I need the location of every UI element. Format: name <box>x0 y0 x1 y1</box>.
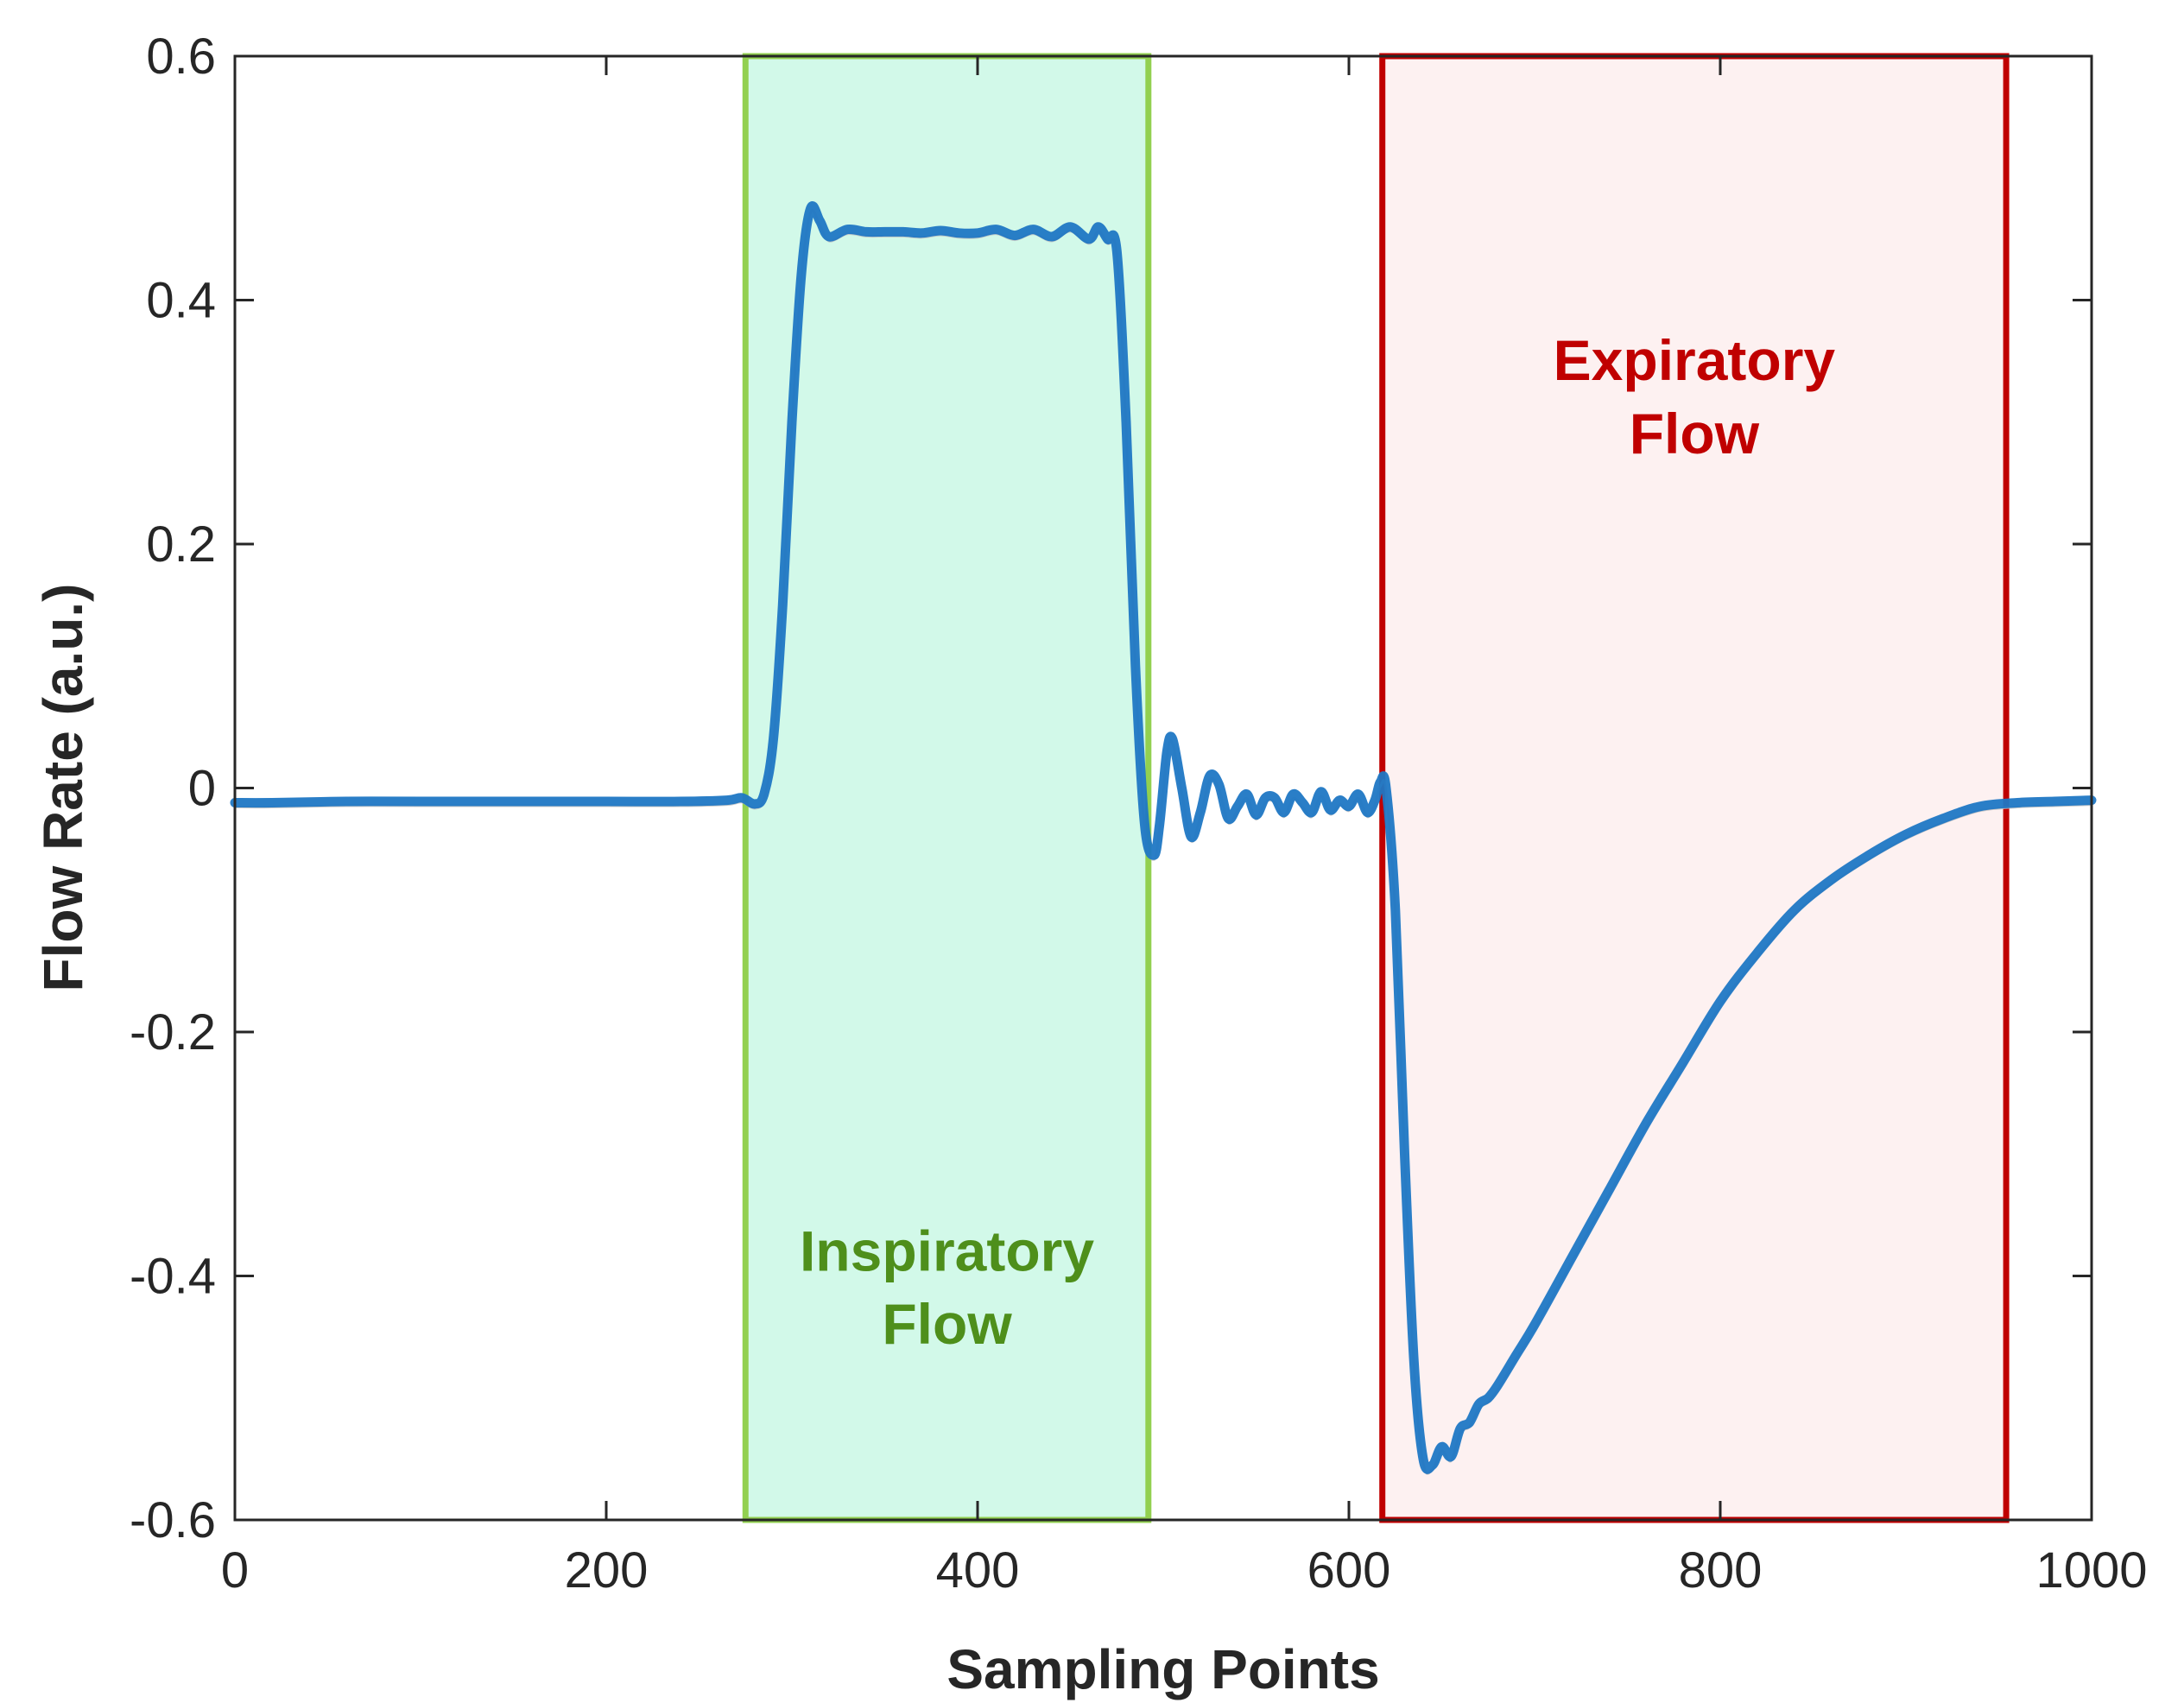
x-axis-title: Sampling Points <box>946 1638 1379 1700</box>
series-line-1 <box>230 201 2097 1474</box>
y-tick-label: 0.4 <box>146 273 216 329</box>
x-tick-label: 400 <box>936 1542 1020 1599</box>
region-label-line1-1: Inspiratory <box>800 1219 1094 1282</box>
x-tick-label: 200 <box>565 1542 649 1599</box>
y-axis-title: Flow Rate (a.u.) <box>32 584 94 992</box>
y-tick-label: -0.6 <box>130 1492 216 1548</box>
region-labels: Inspiratory Flow Expiratory Flow <box>800 328 1835 1356</box>
y-tick-label: 0.2 <box>146 516 216 573</box>
x-tick-label: 0 <box>221 1542 249 1599</box>
series-layer <box>230 201 2097 1475</box>
axis-ticks <box>233 54 2093 1522</box>
y-tick-label: 0 <box>188 761 216 817</box>
region-box-1 <box>742 53 1152 1523</box>
x-tick-label: 800 <box>1679 1542 1763 1599</box>
region-label-line2-1: Flow <box>882 1292 1012 1356</box>
y-tick-labels: 0.6 0.4 0.2 0 -0.2 -0.4 -0.6 <box>130 28 216 1548</box>
region-label-line1-2: Expiratory <box>1554 328 1836 392</box>
x-tick-label: 600 <box>1307 1542 1391 1599</box>
y-tick-label: 0.6 <box>146 28 216 85</box>
y-tick-label: -0.2 <box>130 1004 216 1060</box>
x-tick-labels: 0 200 400 600 800 1000 <box>221 1542 2148 1599</box>
y-tick-label: -0.4 <box>130 1249 216 1305</box>
x-tick-label: 1000 <box>2035 1542 2147 1599</box>
region-label-line2-2: Flow <box>1630 402 1760 465</box>
region-box-2 <box>1379 53 2010 1523</box>
